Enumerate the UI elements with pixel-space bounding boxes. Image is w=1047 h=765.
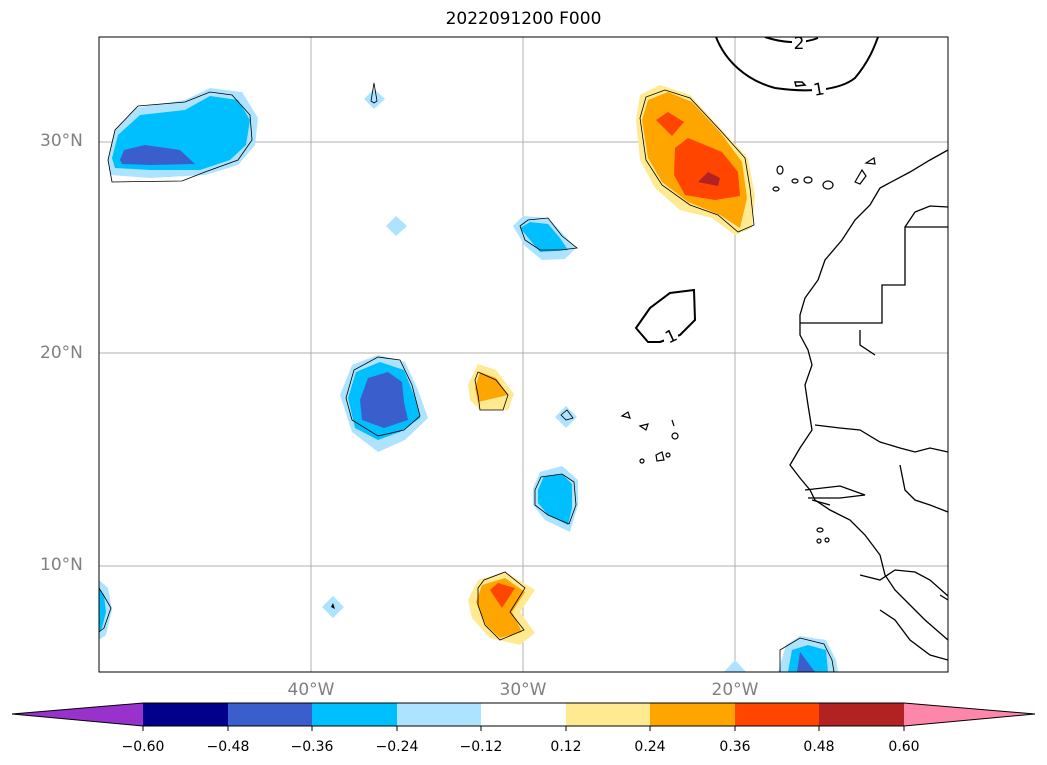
lat-label-30n: 30°N: [40, 131, 83, 151]
positive-anomaly-small: [468, 364, 535, 645]
coastline: [789, 149, 948, 661]
colorbar-tick-label: 0.60: [888, 739, 920, 755]
colorbar-bin: [735, 703, 819, 726]
colorbar-tick-label: −0.12: [459, 739, 503, 755]
colorbar-tick-label: 0.24: [634, 739, 666, 755]
colorbar-tick-label: −0.24: [375, 739, 419, 755]
map-title: 2022091200 F000: [445, 9, 602, 29]
colorbar-tick-label: −0.36: [290, 739, 334, 755]
colorbar-bin: [819, 703, 904, 726]
colorbar-bin: [143, 703, 228, 726]
gridlines: [99, 37, 948, 672]
lon-label-20w: 20°W: [711, 680, 759, 700]
colorbar-tick-label: −0.60: [121, 739, 165, 755]
colorbar-bin: [566, 703, 650, 726]
colorbar-ticks: [142, 726, 905, 731]
colorbar-bin: [312, 703, 397, 726]
negative-anomaly-small: [99, 82, 838, 672]
lat-label-10n: 10°N: [40, 555, 83, 575]
plot-frame: [98, 36, 949, 673]
colorbar-extend-low: [12, 703, 143, 726]
islands: [620, 157, 876, 544]
negative-anomaly-nw: [107, 88, 258, 183]
colorbar-bin: [481, 703, 566, 726]
lat-label-20n: 20°N: [40, 343, 83, 363]
contour-label-2: 2: [794, 34, 805, 54]
colorbar: [11, 702, 1036, 727]
colorbar-bin: [650, 703, 735, 726]
colorbar-extend-high: [904, 703, 1035, 726]
colorbar-tick-label: 0.48: [803, 739, 835, 755]
colorbar-tick-label: −0.48: [206, 739, 250, 755]
colorbar-bin: [228, 703, 312, 726]
negative-anomaly-mid: [340, 355, 428, 452]
colorbar-bin: [397, 703, 481, 726]
colorbar-tick-label: 0.12: [550, 739, 582, 755]
positive-anomaly-ne: [636, 85, 755, 235]
contour-label-1-north: 1: [812, 79, 826, 101]
lon-label-30w: 30°W: [499, 680, 547, 700]
lon-label-40w: 40°W: [287, 680, 335, 700]
colorbar-tick-label: 0.36: [719, 739, 751, 755]
